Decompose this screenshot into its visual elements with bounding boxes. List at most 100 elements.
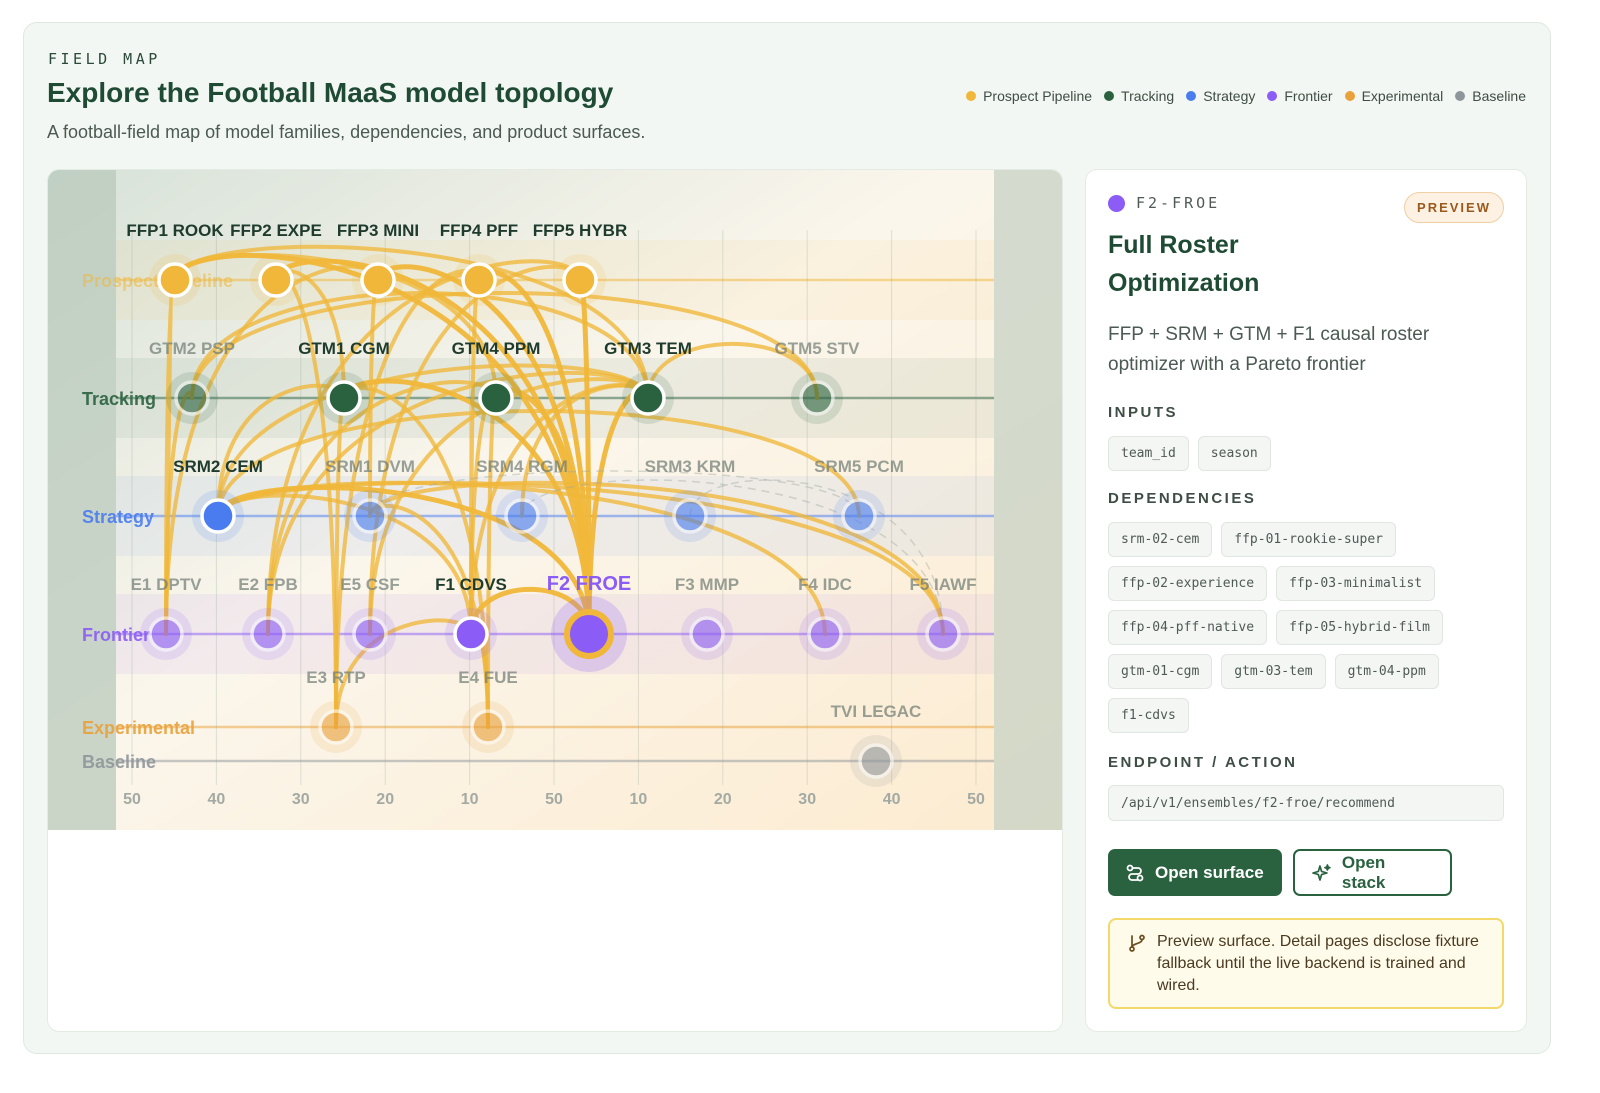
node-label-e2: E2 FPB — [238, 575, 298, 594]
dependency-edge — [216, 363, 650, 518]
dependency-edge — [190, 291, 819, 400]
legend-item-tracking: Tracking — [1104, 88, 1174, 104]
inactive-edge — [689, 479, 944, 635]
dependency-chip[interactable]: ffp-02-experience — [1108, 566, 1268, 601]
yard-marker: 10 — [630, 791, 648, 808]
model-node-e3[interactable] — [318, 709, 354, 745]
legend-label: Tracking — [1121, 88, 1175, 104]
preview-notice-text: Preview surface. Detail pages disclose f… — [1157, 933, 1479, 994]
node-label-e4: E4 FUE — [458, 668, 518, 687]
legend-swatch — [1267, 91, 1278, 101]
model-node-ffp3[interactable] — [360, 262, 396, 298]
node-label-ffp1: FFP1 ROOK — [126, 221, 224, 240]
legend-item-frontier: Frontier — [1267, 88, 1333, 104]
model-node-e5[interactable] — [352, 616, 388, 652]
legend-item-baseline: Baseline — [1455, 88, 1526, 104]
open-surface-button[interactable]: Open surface — [1108, 849, 1282, 896]
open-stack-label: Open stack — [1341, 852, 1386, 892]
node-label-f3: F3 MMP — [675, 575, 739, 594]
endpoint-field[interactable]: /api/v1/ensembles/f2-froe/recommend — [1108, 785, 1504, 821]
model-node-ffp1[interactable] — [157, 262, 193, 298]
dependency-chip[interactable]: ffp-01-rookie-super — [1221, 522, 1396, 557]
node-label-tvi: TVI LEGAC — [831, 702, 922, 721]
model-node-srm4[interactable] — [504, 498, 540, 534]
node-label-f4: F4 IDC — [798, 575, 852, 594]
model-detail-card: F2-FROE PREVIEW Full Roster Optimization… — [1085, 169, 1527, 1032]
model-node-srm2[interactable] — [200, 498, 236, 534]
lane-label-tracking: Tracking — [82, 389, 156, 409]
model-node-gtm4[interactable] — [478, 380, 514, 416]
dependency-chip[interactable]: f1-cdvs — [1108, 698, 1189, 733]
lane-label-frontier: Frontier — [82, 625, 150, 645]
node-label-gtm4: GTM4 PPM — [452, 339, 541, 358]
lane-label-strategy: Strategy — [82, 507, 154, 527]
model-node-gtm3[interactable] — [630, 380, 666, 416]
yard-marker: 40 — [208, 791, 226, 808]
node-label-srm1: SRM1 DVM — [325, 457, 415, 476]
lane-label-experimental: Experimental — [82, 718, 195, 738]
dependency-chip[interactable]: ffp-05-hybrid-film — [1276, 610, 1443, 645]
field-map-card: Prospect Pipeline Tracking Strategy Frontie… — [47, 169, 1063, 1032]
model-node-gtm2[interactable] — [174, 380, 210, 416]
model-node-f1[interactable] — [453, 616, 489, 652]
preview-badge: PREVIEW — [1404, 192, 1504, 223]
inactive-edge — [369, 470, 860, 517]
node-label-ffp3: FFP3 MINI — [337, 221, 419, 240]
dependency-chip[interactable]: gtm-04-ppm — [1334, 654, 1439, 689]
football-field-map: Prospect PipelineTrackingStrategyFrontie… — [48, 170, 1062, 830]
legend-swatch — [1186, 91, 1197, 101]
node-label-gtm5: GTM5 STV — [774, 339, 860, 358]
git-branch-icon — [1129, 934, 1145, 952]
yard-marker: 20 — [376, 791, 394, 808]
model-node-srm5[interactable] — [841, 498, 877, 534]
yard-marker: 50 — [545, 791, 563, 808]
legend-item-experimental: Experimental — [1344, 88, 1444, 104]
dependency-chip[interactable]: ffp-04-pff-native — [1108, 610, 1268, 645]
frontier-dot-icon — [1108, 194, 1125, 212]
model-code: F2-FROE — [1108, 194, 1220, 212]
legend: Prospect Pipeline Tracking Strategy Fron… — [966, 88, 1526, 104]
dependency-chip[interactable]: srm-02-cem — [1108, 522, 1213, 557]
dependency-chip[interactable]: ffp-03-minimalist — [1276, 566, 1436, 601]
node-label-srm3: SRM3 KRM — [645, 457, 736, 476]
model-node-ffp5[interactable] — [562, 262, 598, 298]
model-node-ffp2[interactable] — [258, 262, 294, 298]
page-title: Explore the Football MaaS model topology — [47, 77, 614, 108]
inputs-heading: INPUTS — [1108, 404, 1179, 421]
node-label-ffp4: FFP4 PFF — [440, 221, 518, 240]
dependency-chip[interactable]: gtm-03-tem — [1221, 654, 1326, 689]
model-node-srm1[interactable] — [352, 498, 388, 534]
node-label-srm5: SRM5 PCM — [814, 457, 904, 476]
node-label-gtm3: GTM3 TEM — [604, 339, 692, 358]
legend-item-prospect: Prospect Pipeline — [966, 88, 1092, 104]
legend-label: Frontier — [1284, 88, 1333, 104]
lane-label-baseline: Baseline — [82, 752, 156, 772]
dependency-chip[interactable]: gtm-01-cgm — [1108, 654, 1213, 689]
model-node-ffp4[interactable] — [461, 262, 497, 298]
right-endzone — [994, 170, 1062, 830]
model-node-tvi[interactable] — [858, 743, 894, 779]
model-node-f3[interactable] — [689, 616, 725, 652]
dependency-edge — [216, 480, 827, 636]
model-node-e2[interactable] — [250, 616, 286, 652]
model-node-f5[interactable] — [925, 616, 961, 652]
yard-marker: 50 — [123, 791, 141, 808]
yard-marker: 40 — [883, 791, 901, 808]
inputs-list: team_id season — [1108, 436, 1508, 471]
dependency-edge — [368, 480, 945, 636]
node-label-srm4: SRM4 RGM — [476, 457, 568, 476]
model-node-srm3[interactable] — [672, 498, 708, 534]
model-node-e4[interactable] — [470, 709, 506, 745]
model-node-e1[interactable] — [148, 616, 184, 652]
model-node-gtm1[interactable] — [326, 380, 362, 416]
field-map-panel: FIELD MAP Explore the Football MaaS mode… — [23, 22, 1551, 1054]
yard-marker: 10 — [461, 791, 479, 808]
model-node-gtm5[interactable] — [799, 380, 835, 416]
model-node-f4[interactable] — [807, 616, 843, 652]
open-stack-button[interactable]: Open stack — [1293, 849, 1452, 896]
legend-label: Experimental — [1361, 88, 1444, 104]
input-chip: team_id — [1108, 436, 1189, 471]
model-node-f2[interactable] — [564, 609, 614, 659]
node-label-e1: E1 DPTV — [131, 575, 203, 594]
legend-swatch — [1344, 91, 1355, 101]
